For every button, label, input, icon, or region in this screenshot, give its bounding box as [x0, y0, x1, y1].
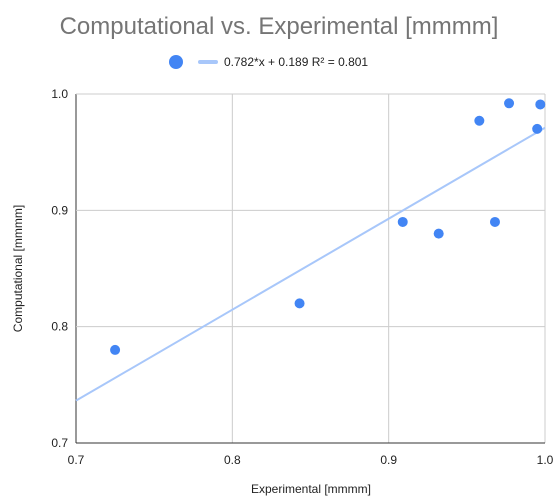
y-tick-label: 0.7	[51, 436, 68, 450]
data-point	[110, 344, 121, 355]
chart-title: Computational vs. Experimental [mmmm]	[60, 13, 499, 40]
data-points	[110, 98, 546, 355]
data-point	[433, 228, 444, 239]
y-axis-label: Computational [mmmm]	[11, 205, 25, 332]
x-tick-label: 0.9	[380, 453, 397, 467]
legend-series-marker	[169, 55, 183, 69]
trendline	[75, 126, 546, 402]
legend: 0.782*x + 0.189 R² = 0.801	[169, 55, 368, 69]
x-tick-label: 1.0	[537, 453, 554, 467]
data-point	[489, 216, 500, 227]
y-axis-ticks: 0.7 0.8 0.9 1.0	[51, 87, 68, 450]
data-point	[532, 123, 543, 134]
trendline-layer	[75, 126, 546, 402]
data-point	[535, 99, 546, 110]
y-tick-label: 0.9	[51, 203, 68, 217]
data-point	[397, 216, 408, 227]
x-tick-label: 0.8	[224, 453, 241, 467]
gridlines	[75, 93, 546, 444]
x-axis-label: Experimental [mmmm]	[251, 482, 371, 496]
y-tick-label: 0.8	[51, 320, 68, 334]
x-tick-label: 0.7	[68, 453, 85, 467]
data-point	[294, 298, 305, 309]
data-point	[474, 115, 485, 126]
x-axis-ticks: 0.7 0.8 0.9 1.0	[68, 453, 554, 467]
y-tick-label: 1.0	[51, 87, 68, 101]
legend-trendline-label: 0.782*x + 0.189 R² = 0.801	[224, 55, 368, 69]
data-point	[504, 98, 515, 109]
